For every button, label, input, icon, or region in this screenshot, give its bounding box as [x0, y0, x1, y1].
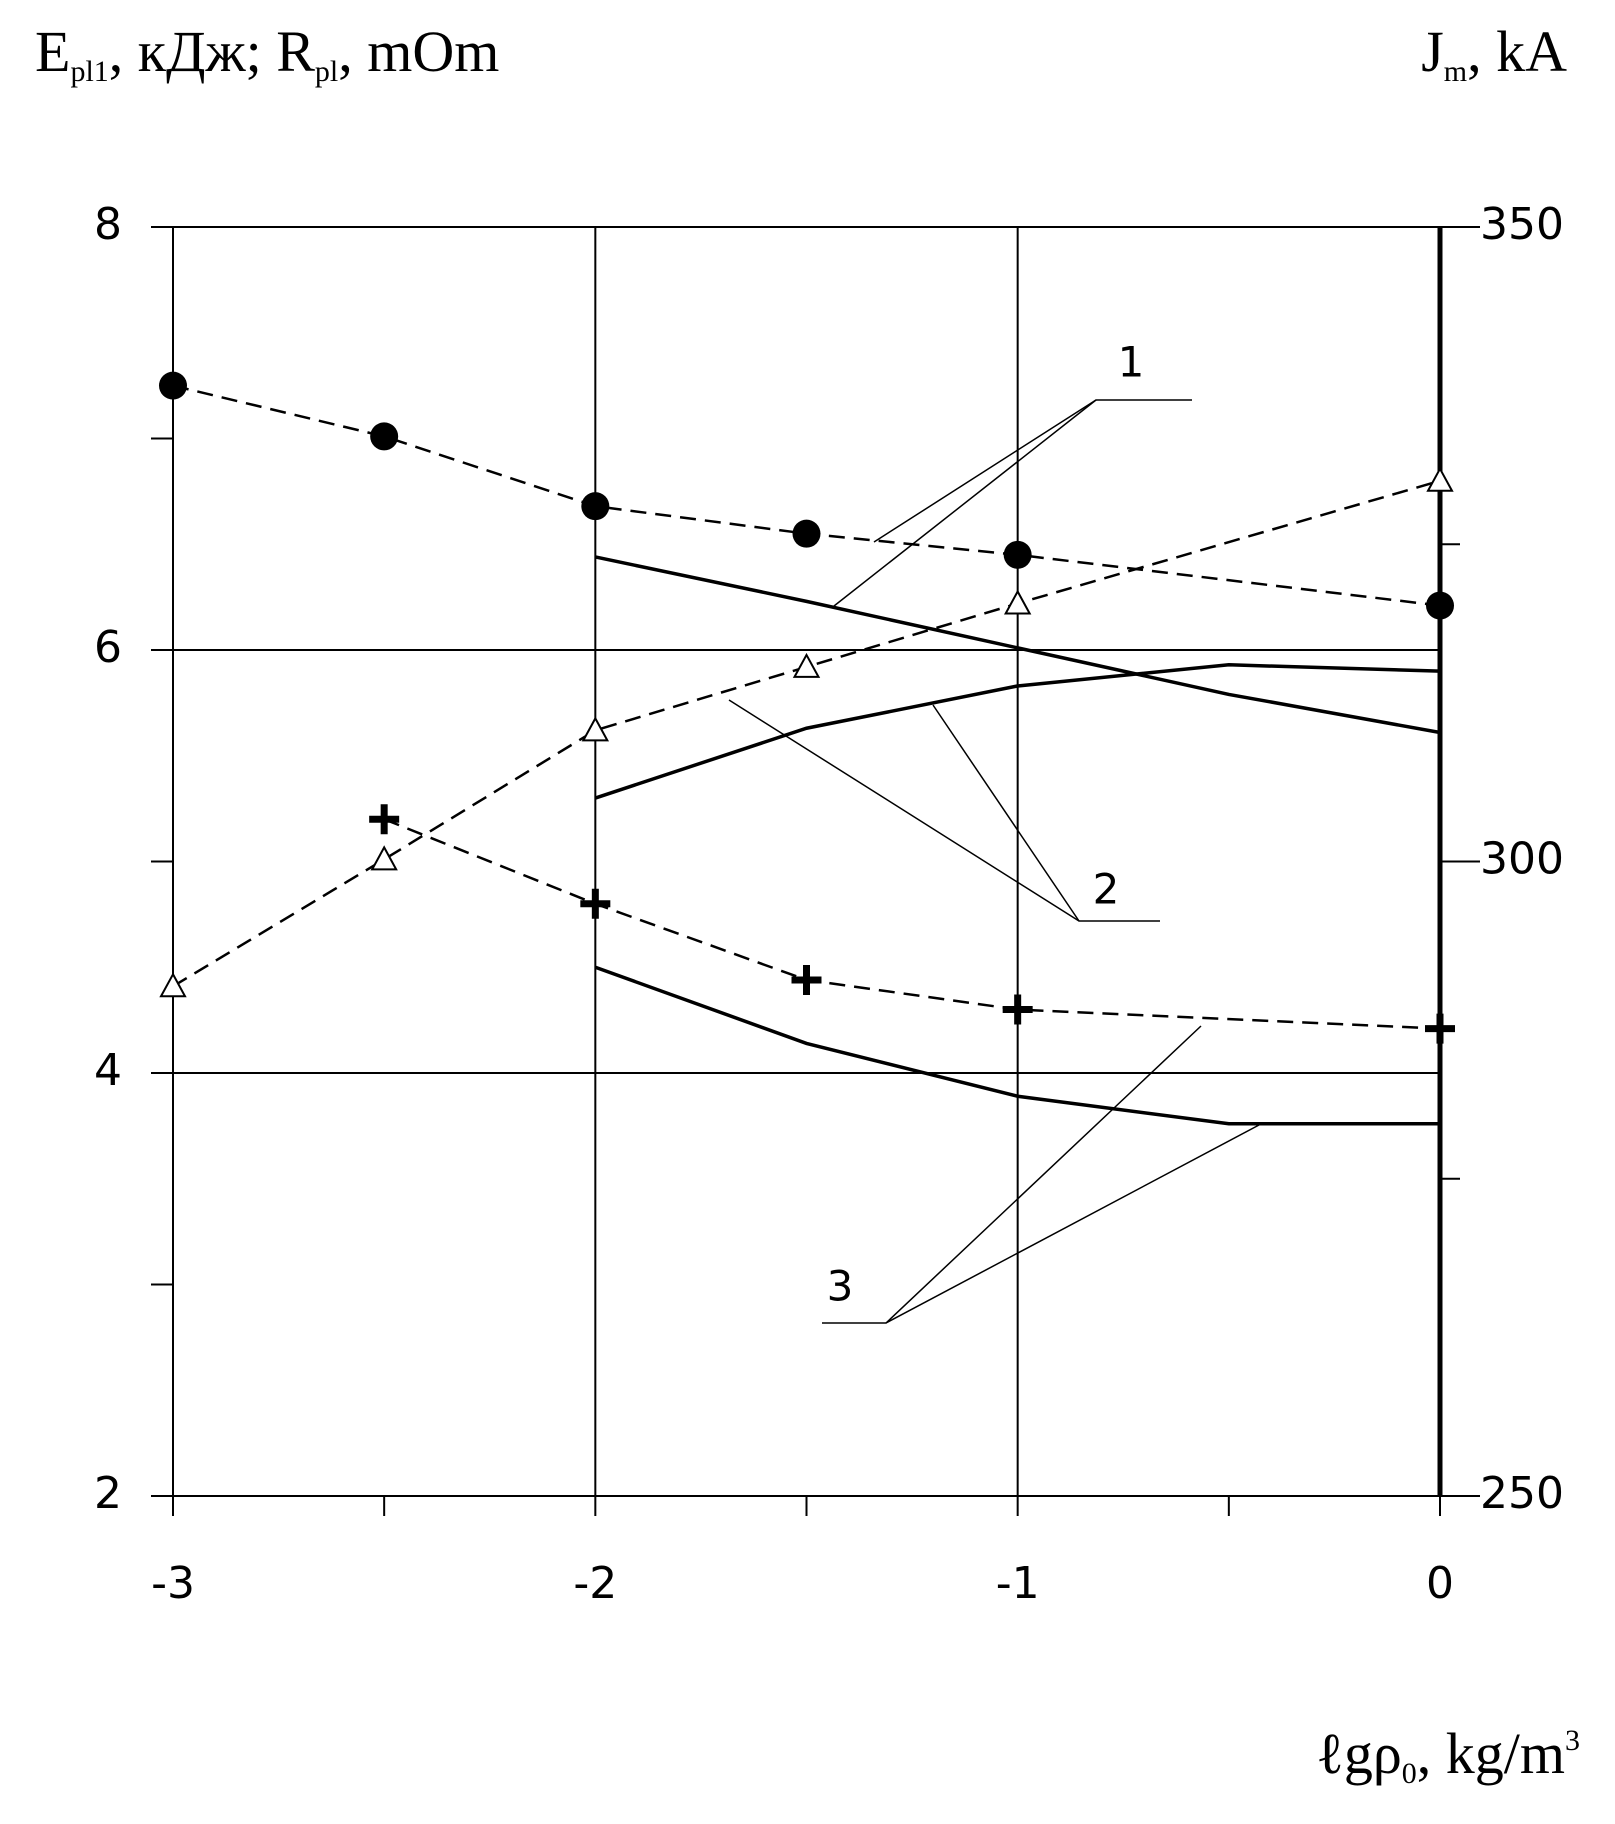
y2-axis-title-part: J — [1421, 19, 1444, 84]
marker — [1003, 540, 1032, 569]
series-line — [172, 479, 1441, 988]
leader-lines — [728, 399, 1260, 1324]
y2-axis-title-part: m — [1444, 55, 1467, 88]
series-line — [594, 555, 1441, 735]
y2-tick-label: 350 — [1480, 199, 1564, 250]
y2-axis-title-part: , kA — [1467, 19, 1567, 84]
y2-tick-label: 300 — [1480, 834, 1564, 885]
x-tick-label: 0 — [1426, 1558, 1454, 1609]
marker — [1425, 1013, 1455, 1044]
marker — [1002, 994, 1033, 1025]
y-axis-title-part: E — [35, 19, 70, 84]
y-tick-label: 4 — [94, 1045, 122, 1096]
marker — [370, 845, 398, 871]
marker — [791, 964, 822, 995]
y-tick-label: 6 — [94, 622, 122, 673]
y2-axis-title: Jm, kA — [1421, 19, 1567, 88]
series-line — [172, 384, 1441, 607]
x-axis-title-part: , kg/m — [1417, 1721, 1565, 1786]
y-tick-label: 8 — [94, 199, 122, 250]
y-axis-title-part: pl1 — [70, 55, 108, 88]
marker — [792, 519, 821, 548]
y-axis-title-part: , mOm — [338, 19, 499, 84]
marker — [792, 652, 821, 678]
marker — [580, 888, 611, 919]
y-axis-title-part: pl — [315, 55, 338, 88]
x-tick-label: -1 — [996, 1558, 1040, 1609]
series-line — [383, 818, 1441, 1030]
marker — [581, 492, 610, 521]
y-tick-label: 2 — [94, 1468, 122, 1519]
series-line — [594, 663, 1441, 800]
marker — [1426, 591, 1454, 620]
marker — [370, 422, 399, 451]
series-line — [594, 965, 1440, 1126]
x-axis-title-part: ℓgρ — [1316, 1721, 1402, 1786]
x-tick-label: -3 — [151, 1558, 195, 1609]
x-axis-title-part: 0 — [1402, 1757, 1417, 1790]
x-tick-label: -2 — [573, 1558, 617, 1609]
marker — [159, 371, 187, 400]
marker — [581, 716, 610, 742]
marker — [159, 972, 187, 998]
y-axis-title-part: , кДж; R — [109, 19, 315, 84]
marker — [1426, 466, 1454, 492]
x-axis-title: ℓgρ0, kg/m3 — [1316, 1721, 1580, 1790]
x-axis-title-part: 3 — [1565, 1724, 1580, 1757]
y2-tick-label: 250 — [1480, 1468, 1564, 1519]
annotation: 1 — [1118, 338, 1145, 387]
annotation: 2 — [1093, 865, 1120, 914]
marker — [369, 804, 400, 835]
marker — [1003, 589, 1032, 615]
y-axis-title: Epl1, кДж; Rpl, mOm — [35, 19, 499, 88]
annotation: 3 — [827, 1262, 854, 1311]
